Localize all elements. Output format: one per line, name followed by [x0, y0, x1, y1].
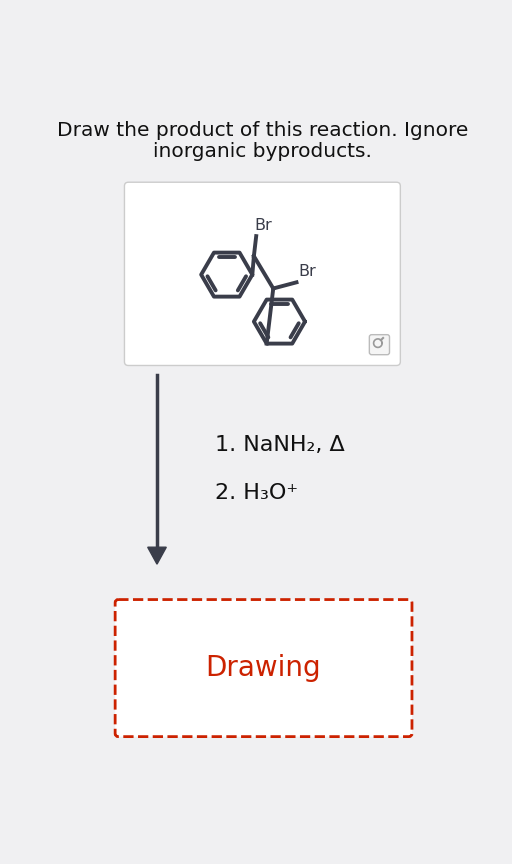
Text: Drawing: Drawing [206, 654, 322, 682]
FancyBboxPatch shape [124, 182, 400, 365]
FancyBboxPatch shape [115, 600, 412, 737]
Polygon shape [147, 547, 166, 564]
Text: 1. NaNH₂, Δ: 1. NaNH₂, Δ [215, 435, 345, 454]
FancyBboxPatch shape [369, 334, 390, 355]
Text: inorganic byproducts.: inorganic byproducts. [153, 143, 372, 162]
Text: Draw the product of this reaction. Ignore: Draw the product of this reaction. Ignor… [57, 121, 468, 140]
Text: Br: Br [298, 264, 316, 279]
Text: 2. H₃O⁺: 2. H₃O⁺ [215, 482, 298, 503]
Text: Br: Br [254, 218, 272, 233]
